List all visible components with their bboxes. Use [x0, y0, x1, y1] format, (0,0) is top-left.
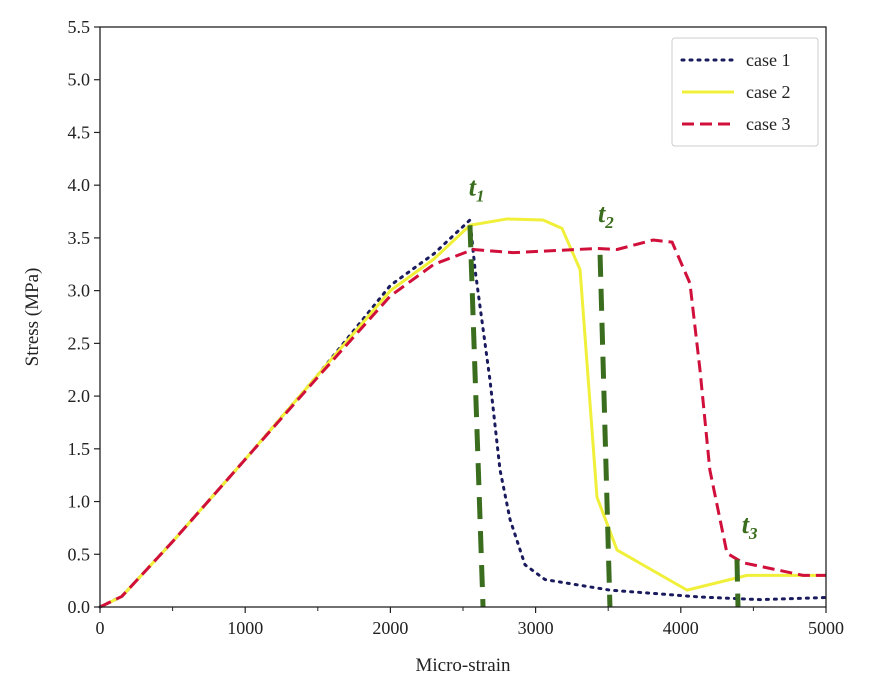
- marker-line-t1: [467, 225, 486, 608]
- y-tick-label: 3.0: [68, 281, 91, 301]
- marker-label-t2: t2: [598, 199, 614, 232]
- legend-box: [671, 37, 819, 147]
- x-tick-label: 4000: [663, 618, 699, 638]
- x-tick-label: 5000: [808, 618, 844, 638]
- x-tick-label: 3000: [518, 618, 554, 638]
- x-tick-label: 0: [96, 618, 105, 638]
- y-tick-label: 1.0: [68, 492, 91, 512]
- x-tick-label: 1000: [227, 618, 263, 638]
- legend: case 1 case 2 case 3: [671, 37, 819, 147]
- marker-line-t2: [597, 254, 613, 608]
- x-axis-label: Micro-strain: [416, 655, 511, 676]
- y-tick-label: 0.0: [68, 597, 91, 617]
- marker-label-t1: t1: [469, 173, 485, 206]
- series-line-case-3: [99, 238, 826, 609]
- y-tick-label: 5.5: [68, 17, 91, 37]
- legend-label-case-3: case 3: [746, 114, 790, 134]
- y-tick-label: 4.0: [68, 175, 91, 195]
- y-tick-label: 1.5: [68, 439, 91, 459]
- series-line-case-1: [98, 218, 828, 609]
- y-tick-label: 3.5: [68, 228, 91, 248]
- y-tick-label: 2.5: [68, 333, 91, 353]
- y-tick-label: 0.5: [68, 544, 91, 564]
- series-layer: [98, 217, 828, 609]
- x-tick-label: 2000: [372, 618, 408, 638]
- marker-layer: t1 t2 t3: [467, 173, 758, 608]
- marker-label-t3: t3: [742, 510, 758, 543]
- series-line-case-2: [99, 217, 826, 609]
- tick-layer: 0 1000 2000 3000 4000 5000 0.0 0.5 1.0 1.5 2.0 2.5 3…: [68, 17, 845, 638]
- y-axis-label: Stress (MPa): [22, 268, 43, 367]
- y-tick-label: 5.0: [68, 70, 91, 90]
- legend-label-case-1: case 1: [746, 50, 790, 70]
- marker-line-t3: [734, 559, 741, 608]
- y-tick-label: 2.0: [68, 386, 91, 406]
- legend-label-case-2: case 2: [746, 82, 790, 102]
- y-tick-label: 4.5: [68, 122, 91, 142]
